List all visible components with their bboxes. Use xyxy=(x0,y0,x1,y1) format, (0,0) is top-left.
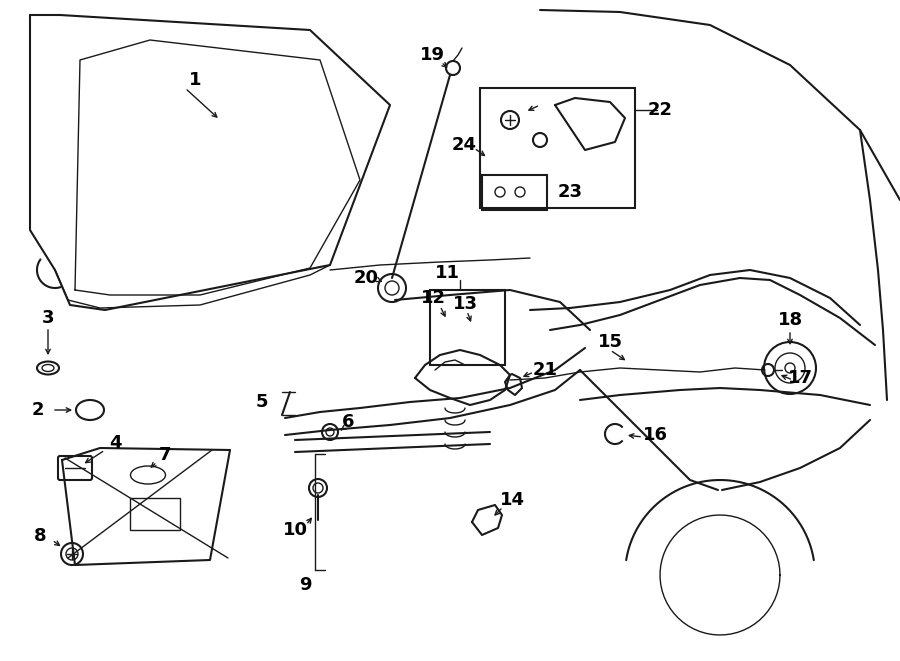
Text: 20: 20 xyxy=(354,269,379,287)
Text: 7: 7 xyxy=(158,446,171,464)
Bar xyxy=(430,290,505,365)
Text: 2: 2 xyxy=(32,401,44,419)
Text: 10: 10 xyxy=(283,521,308,539)
Text: 4: 4 xyxy=(109,434,122,452)
Text: 22: 22 xyxy=(647,101,672,119)
Text: 21: 21 xyxy=(533,361,557,379)
Text: 1: 1 xyxy=(189,71,202,89)
Text: 18: 18 xyxy=(778,311,803,329)
Text: 23: 23 xyxy=(557,183,582,201)
Text: 14: 14 xyxy=(500,491,525,509)
Text: 13: 13 xyxy=(453,295,478,313)
Text: 9: 9 xyxy=(299,576,311,594)
Text: 12: 12 xyxy=(420,289,446,307)
Text: 6: 6 xyxy=(342,413,355,431)
Bar xyxy=(480,88,635,208)
Text: 16: 16 xyxy=(643,426,668,444)
Text: 5: 5 xyxy=(256,393,268,411)
Text: 15: 15 xyxy=(598,333,623,351)
Text: 8: 8 xyxy=(33,527,46,545)
Text: 3: 3 xyxy=(41,309,54,327)
Bar xyxy=(130,498,180,530)
Bar xyxy=(482,175,547,210)
Text: 24: 24 xyxy=(452,136,476,154)
Text: 19: 19 xyxy=(419,46,445,64)
Text: 17: 17 xyxy=(788,369,813,387)
Text: 11: 11 xyxy=(435,264,460,282)
